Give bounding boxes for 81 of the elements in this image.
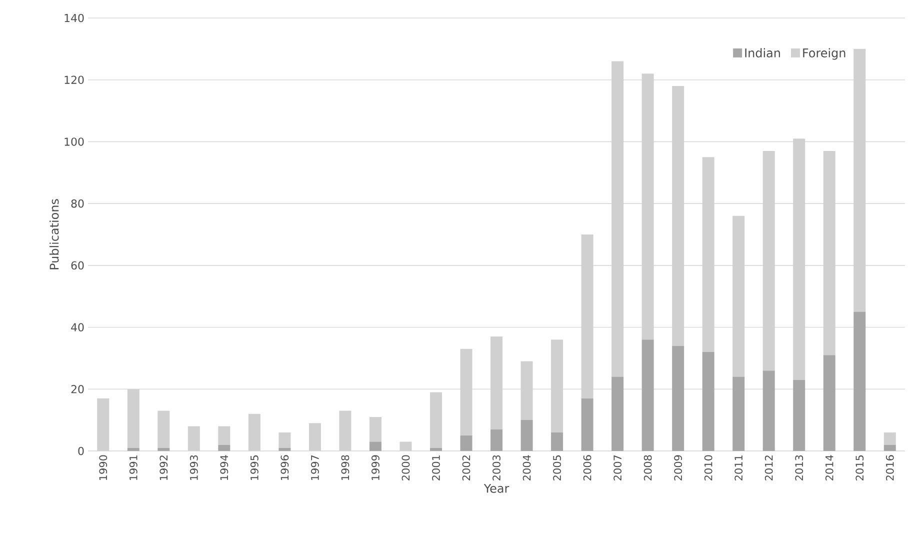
legend-label: Foreign xyxy=(803,48,846,60)
bar xyxy=(581,398,594,451)
bar xyxy=(430,392,442,448)
bar xyxy=(369,416,382,442)
x-tick-label: 2016 xyxy=(886,455,894,480)
bar xyxy=(490,336,503,430)
x-tick-label: 2009 xyxy=(674,455,682,480)
bar xyxy=(732,216,745,377)
bar xyxy=(672,86,684,346)
bar xyxy=(520,420,533,451)
x-tick-label: 2007 xyxy=(614,455,622,480)
bar xyxy=(854,312,866,451)
bar xyxy=(612,376,624,451)
bar xyxy=(793,380,806,451)
x-tick-label: 1997 xyxy=(310,455,319,480)
bar xyxy=(158,448,170,451)
bar xyxy=(127,389,140,448)
x-tick-label: 2010 xyxy=(704,455,712,480)
x-tick-label: 1991 xyxy=(129,455,138,480)
x-tick-label: 1998 xyxy=(341,455,350,480)
bar xyxy=(520,361,533,420)
bar xyxy=(702,352,714,451)
bar xyxy=(762,150,775,371)
y-tick-label: 40 xyxy=(71,323,84,332)
y-tick-label: 60 xyxy=(71,261,84,270)
x-tick-label: 2003 xyxy=(492,455,500,480)
bar xyxy=(460,436,472,451)
bar xyxy=(762,370,775,451)
x-tick-label: 2002 xyxy=(462,456,470,480)
x-tick-label: 1995 xyxy=(250,455,258,480)
bar xyxy=(642,340,654,451)
y-tick-label: 80 xyxy=(71,199,84,208)
bar xyxy=(490,429,503,451)
x-tick-label: 2004 xyxy=(522,455,531,480)
bar xyxy=(460,348,472,436)
y-tick-label: 140 xyxy=(64,14,84,22)
x-tick-label: 2005 xyxy=(553,455,561,480)
bar xyxy=(823,355,836,451)
x-tick-label: 1999 xyxy=(372,455,380,480)
bar xyxy=(702,157,714,352)
x-tick-label: 2000 xyxy=(402,455,410,480)
bar xyxy=(218,426,230,445)
x-tick-label: 2001 xyxy=(432,455,440,480)
bar xyxy=(430,448,442,451)
x-tick-label: 1990 xyxy=(99,455,108,480)
bar xyxy=(551,340,564,432)
bar xyxy=(551,432,564,451)
x-tick-label: 2008 xyxy=(644,455,652,480)
y-axis-title: Publications xyxy=(49,199,59,270)
y-tick-label: 0 xyxy=(78,446,84,456)
x-tick-label: 1994 xyxy=(220,455,228,480)
bar xyxy=(218,444,230,451)
bar xyxy=(672,346,684,451)
bar xyxy=(369,442,382,451)
bar xyxy=(278,432,291,448)
bar xyxy=(884,444,896,451)
bar xyxy=(127,448,140,451)
x-tick-label: 1992 xyxy=(160,456,168,480)
bar xyxy=(884,432,896,445)
x-tick-label: 2015 xyxy=(856,455,864,480)
bar xyxy=(732,376,745,451)
bar xyxy=(158,410,170,448)
y-tick-label: 100 xyxy=(64,138,84,146)
bar xyxy=(278,448,291,451)
x-axis-title: Year xyxy=(484,484,510,493)
y-tick-label: 20 xyxy=(71,384,84,394)
bar xyxy=(854,48,866,312)
x-tick-label: 2014 xyxy=(825,455,834,480)
x-tick-label: 2011 xyxy=(734,455,743,480)
bar xyxy=(581,234,594,398)
legend-label: Indian xyxy=(745,48,780,58)
x-tick-label: 2013 xyxy=(795,455,804,480)
x-tick-label: 1996 xyxy=(280,455,289,480)
y-tick-label: 120 xyxy=(64,76,84,84)
x-tick-label: 2006 xyxy=(583,455,592,480)
bar xyxy=(793,138,806,380)
x-tick-label: 1993 xyxy=(190,455,198,480)
x-tick-label: 2012 xyxy=(764,456,773,480)
bar xyxy=(823,150,836,356)
bar xyxy=(612,61,624,377)
bar xyxy=(642,74,654,340)
